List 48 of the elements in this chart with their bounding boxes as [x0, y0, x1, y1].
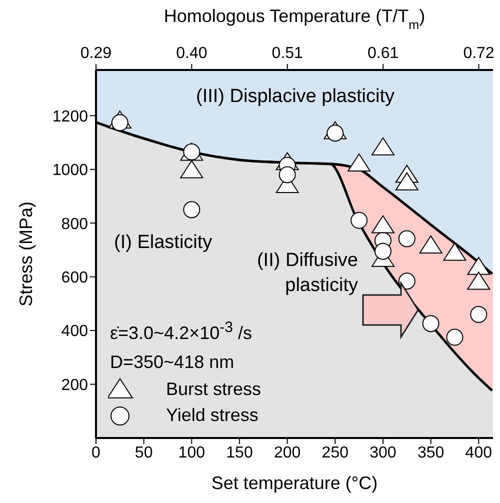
- x-tick-label: 250: [322, 444, 349, 462]
- annotation: (I) Elasticity: [114, 231, 212, 255]
- point: [180, 160, 204, 178]
- x2-tick-label: 0.51: [272, 45, 304, 62]
- point: [398, 230, 416, 248]
- point: [467, 256, 490, 275]
- x-tick-label: 350: [417, 444, 444, 462]
- point: [419, 235, 442, 254]
- point: [350, 212, 368, 229]
- point: [446, 328, 464, 346]
- x-tick-label: 400: [465, 444, 492, 462]
- y-tick-label: 400: [61, 323, 88, 340]
- annotation: (II) Diffusive plasticity: [256, 249, 358, 298]
- x-tick-label: 50: [134, 444, 153, 462]
- annotation: (III) Displacive plasticity: [196, 85, 394, 109]
- legend-label: Yield stress: [166, 404, 258, 426]
- x-tick-label: 100: [178, 444, 206, 462]
- legend-label: Burst stress: [166, 378, 262, 400]
- point: [348, 154, 371, 172]
- x2-tick-label: 0.72: [463, 45, 494, 62]
- x-tick-label: 0: [92, 444, 101, 462]
- y-tick-label: 200: [61, 376, 88, 394]
- point: [374, 242, 392, 260]
- x-tick-label: 200: [274, 444, 301, 462]
- annotation: ε̇=3.0~4.2×10$^{-3}$ /s: [110, 318, 252, 345]
- x-tick-label: 300: [370, 444, 396, 462]
- point: [467, 272, 490, 290]
- point: [371, 215, 394, 234]
- y-tick-label: 1200: [52, 108, 88, 126]
- y-axis-title: Stress (MPa): [16, 201, 36, 307]
- point: [398, 272, 416, 290]
- x2-tick-label: 0.61: [368, 45, 399, 62]
- x2-tick-label: 0.29: [80, 45, 112, 62]
- point: [371, 137, 394, 156]
- point: [443, 242, 466, 261]
- x2-tick-label: 0.40: [176, 45, 208, 62]
- x-axis-title: Set temperature (°C): [211, 473, 378, 493]
- point: [470, 306, 488, 323]
- x2-axis-title: Homologous Temperature (T/T$_{m}$): [164, 6, 426, 32]
- y-tick-label: 600: [61, 270, 88, 287]
- point: [278, 166, 296, 184]
- point: [183, 201, 200, 218]
- y-tick-label: 800: [61, 216, 88, 233]
- y-tick-label: 1000: [52, 162, 88, 180]
- x-tick-label: 150: [226, 444, 253, 462]
- annotation: D=350~418 nm: [110, 351, 236, 374]
- point: [422, 315, 440, 332]
- point: [395, 172, 418, 190]
